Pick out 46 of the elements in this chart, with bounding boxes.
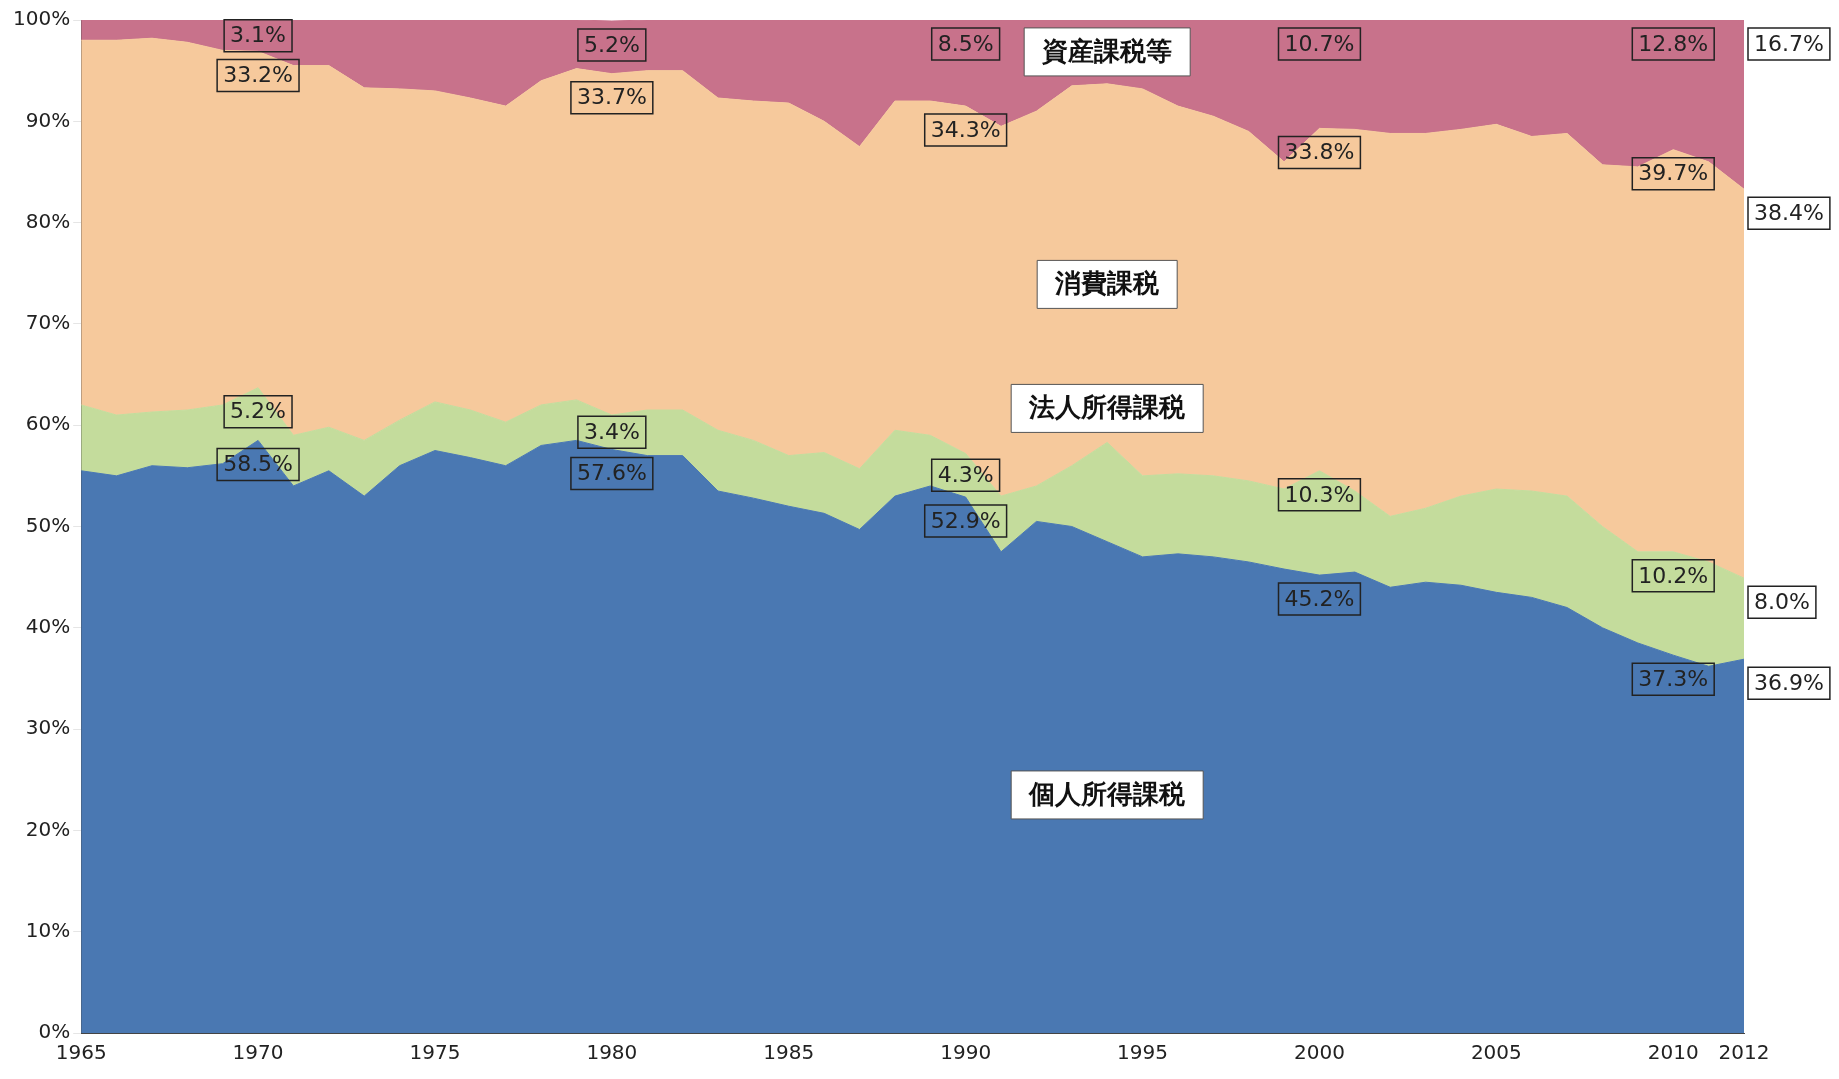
x-tick-label: 1995	[1117, 1040, 1169, 1065]
data-label: 10.3%	[1284, 481, 1355, 507]
y-tick-label: 40%	[25, 614, 71, 638]
data-label: 16.7%	[1754, 30, 1824, 56]
data-label: 10.7%	[1284, 30, 1355, 56]
data-label: 33.7%	[576, 84, 647, 110]
x-tick-label: 1990	[940, 1040, 992, 1065]
data-label: 3.1%	[230, 22, 287, 48]
data-label: 36.9%	[1754, 669, 1824, 695]
data-label: 8.5%	[937, 30, 994, 56]
data-label: 37.3%	[1638, 665, 1709, 691]
data-label: 57.6%	[576, 460, 647, 486]
data-label: 38.4%	[1754, 199, 1824, 225]
y-tick-label: 70%	[25, 310, 71, 335]
y-tick-label: 60%	[25, 411, 71, 436]
data-label: 34.3%	[930, 116, 1001, 142]
series-label: 法人所得課税	[1028, 392, 1187, 423]
y-tick-label: 30%	[25, 715, 71, 740]
data-label: 8.0%	[1753, 588, 1810, 614]
data-label: 5.2%	[583, 31, 640, 57]
data-label: 5.2%	[230, 398, 287, 424]
series-label: 資産課税等	[1041, 35, 1173, 66]
data-label: 3.4%	[583, 419, 640, 445]
data-label: 39.7%	[1638, 160, 1709, 186]
series-label: 消費課税	[1054, 268, 1161, 299]
data-label: 10.2%	[1638, 562, 1709, 588]
y-tick-label: 20%	[25, 816, 71, 841]
data-label: 33.2%	[223, 62, 294, 88]
data-label: 45.2%	[1284, 585, 1355, 611]
x-tick-label: 2012	[1718, 1040, 1770, 1065]
x-tick-label: 1980	[586, 1040, 638, 1065]
series-label: 個人所得課税	[1028, 778, 1187, 809]
y-tick-label: 10%	[25, 917, 71, 942]
x-tick-label: 2010	[1647, 1040, 1699, 1065]
y-tick-label: 90%	[25, 107, 71, 132]
x-tick-label: 1970	[232, 1040, 284, 1065]
x-tick-label: 2000	[1294, 1040, 1345, 1065]
x-tick-label: 2005	[1470, 1040, 1522, 1065]
data-label: 12.8%	[1638, 30, 1709, 56]
y-tick-label: 50%	[25, 512, 71, 537]
data-label: 4.3%	[937, 462, 994, 488]
data-label: 33.8%	[1284, 139, 1355, 165]
y-tick-label: 100%	[12, 6, 71, 31]
y-tick-label: 80%	[25, 208, 71, 233]
x-tick-label: 1985	[763, 1040, 815, 1065]
x-tick-label: 1975	[409, 1040, 461, 1065]
